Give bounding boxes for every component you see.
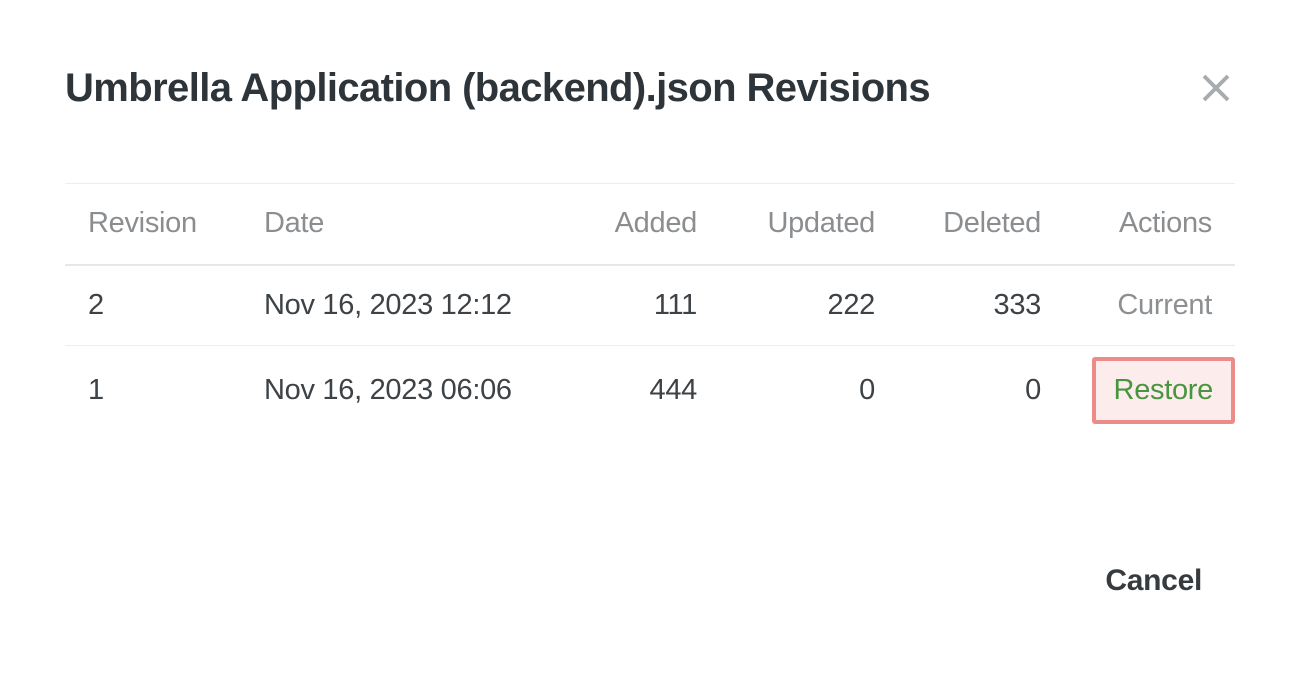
close-icon xyxy=(1202,74,1230,102)
added-cell: 111 xyxy=(541,265,697,346)
revision-cell: 1 xyxy=(88,374,104,406)
column-header-actions: Actions xyxy=(1041,183,1235,266)
table-row: 1 Nov 16, 2023 06:06 444 0 0 Restore xyxy=(65,346,1235,435)
revision-cell: 2 xyxy=(65,265,241,346)
date-cell: Nov 16, 2023 06:06 xyxy=(264,374,512,406)
actions-cell: Current xyxy=(1041,265,1235,346)
restore-button[interactable]: Restore xyxy=(1113,374,1214,406)
actions-cell: Restore xyxy=(1041,346,1235,435)
added-cell: 444 xyxy=(649,374,698,406)
revisions-table: Revision Date Added Updated Deleted Acti… xyxy=(65,183,1235,434)
cancel-button[interactable]: Cancel xyxy=(1105,564,1202,597)
updated-cell: 0 xyxy=(859,374,875,406)
column-header-deleted: Deleted xyxy=(875,183,1041,266)
table-row: 2 Nov 16, 2023 12:12 111 222 333 Current xyxy=(65,265,1235,346)
column-header-added: Added xyxy=(541,183,697,266)
column-header-revision: Revision xyxy=(65,183,241,266)
deleted-cell: 0 xyxy=(1025,374,1041,406)
column-header-updated: Updated xyxy=(697,183,875,266)
current-label: Current xyxy=(1117,289,1212,321)
modal-title: Umbrella Application (backend).json Revi… xyxy=(65,66,931,110)
revisions-table-container: Revision Date Added Updated Deleted Acti… xyxy=(65,183,1235,434)
close-button[interactable] xyxy=(1194,66,1238,110)
restore-highlight-box: Restore xyxy=(1091,357,1235,424)
table-header-row: Revision Date Added Updated Deleted Acti… xyxy=(65,183,1235,266)
date-cell: Nov 16, 2023 12:12 xyxy=(241,265,541,346)
column-header-date: Date xyxy=(241,183,541,266)
deleted-cell: 333 xyxy=(875,265,1041,346)
updated-cell: 222 xyxy=(697,265,875,346)
